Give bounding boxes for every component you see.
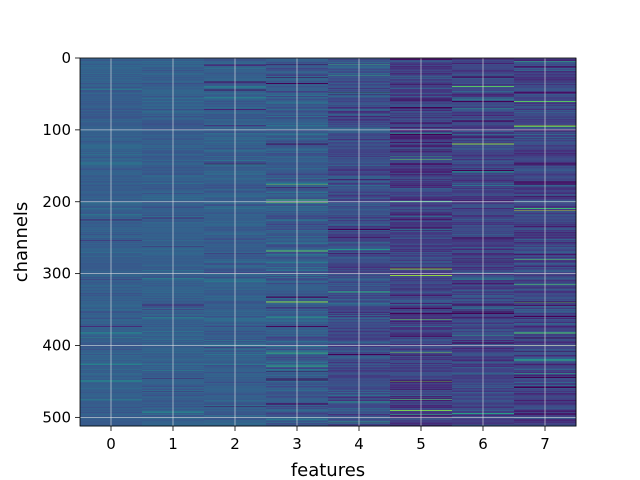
x-tick-label-6: 6	[478, 435, 488, 453]
y-axis-ticks: 0 100 200 300 400 500	[42, 49, 80, 426]
y-tick-label-400: 400	[42, 337, 71, 355]
x-tick-label-3: 3	[292, 435, 302, 453]
x-tick-label-7: 7	[540, 435, 550, 453]
y-tick-label-200: 200	[42, 193, 71, 211]
y-tick-label-500: 500	[42, 408, 71, 426]
y-tick-label-100: 100	[42, 121, 71, 139]
x-axis-label: features	[291, 460, 365, 480]
x-tick-label-5: 5	[416, 435, 426, 453]
heatmap-cells	[80, 58, 577, 427]
x-tick-label-4: 4	[354, 435, 364, 453]
y-tick-label-0: 0	[61, 49, 71, 67]
x-tick-label-0: 0	[106, 435, 116, 453]
grid-lines	[80, 57, 576, 426]
y-tick-label-300: 300	[42, 265, 71, 283]
plot-frame	[79, 57, 577, 427]
x-axis-ticks: 0 1 2 3 4 5 6 7	[106, 426, 550, 453]
y-axis-label: channels	[11, 202, 32, 283]
x-tick-label-2: 2	[230, 435, 240, 453]
x-tick-label-1: 1	[168, 435, 178, 453]
